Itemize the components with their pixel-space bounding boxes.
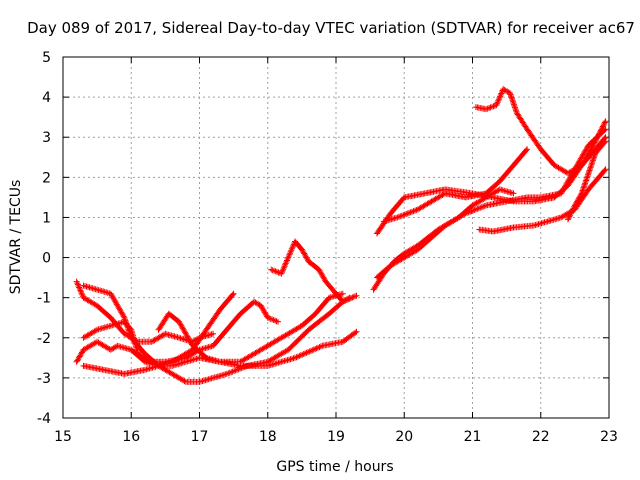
series-arc-6 [155, 290, 346, 365]
grid-lines [63, 57, 609, 418]
y-axis-label: SDTVAR / TECUs [8, 180, 24, 295]
series-arc-11 [380, 146, 531, 225]
y-tick-label: 2 [42, 170, 51, 186]
series-arc-12 [472, 86, 609, 177]
y-tick-label: -4 [37, 411, 51, 427]
y-tick-label: 5 [42, 50, 51, 66]
x-tick-label: 18 [259, 429, 277, 445]
series-markers [472, 86, 609, 177]
series-markers [565, 138, 609, 223]
series-markers [80, 282, 360, 385]
y-tick-label: -2 [37, 331, 51, 347]
x-tick-label: 17 [191, 429, 209, 445]
series-arc-14 [565, 138, 609, 223]
x-tick-label: 15 [54, 429, 72, 445]
series-markers [80, 298, 281, 365]
x-tick-label: 20 [395, 429, 413, 445]
x-tick-label: 22 [532, 429, 550, 445]
y-tick-label: 0 [42, 251, 51, 267]
y-tick-label: -1 [37, 291, 51, 307]
x-tick-label: 23 [600, 429, 618, 445]
x-tick-label: 21 [464, 429, 482, 445]
series-markers [374, 126, 609, 281]
series-arc-7 [268, 238, 353, 305]
x-axis-label: GPS time / hours [276, 459, 393, 475]
x-tick-label: 16 [122, 429, 140, 445]
series-markers [268, 238, 353, 305]
y-tick-label: 4 [42, 90, 51, 106]
data-points [73, 86, 609, 385]
series-arc-3 [80, 298, 281, 365]
y-tick-label: -3 [37, 371, 51, 387]
series-markers [380, 146, 531, 225]
series-markers [73, 278, 217, 345]
series-arc-4 [80, 282, 360, 385]
series-arc-10 [374, 126, 609, 281]
y-tick-label: 3 [42, 130, 51, 146]
series-markers [155, 290, 346, 365]
y-tick-label: 1 [42, 210, 51, 226]
chart-title: Day 089 of 2017, Sidereal Day-to-day VTE… [27, 19, 635, 37]
series-arc-2 [73, 278, 217, 345]
x-tick-label: 19 [327, 429, 345, 445]
